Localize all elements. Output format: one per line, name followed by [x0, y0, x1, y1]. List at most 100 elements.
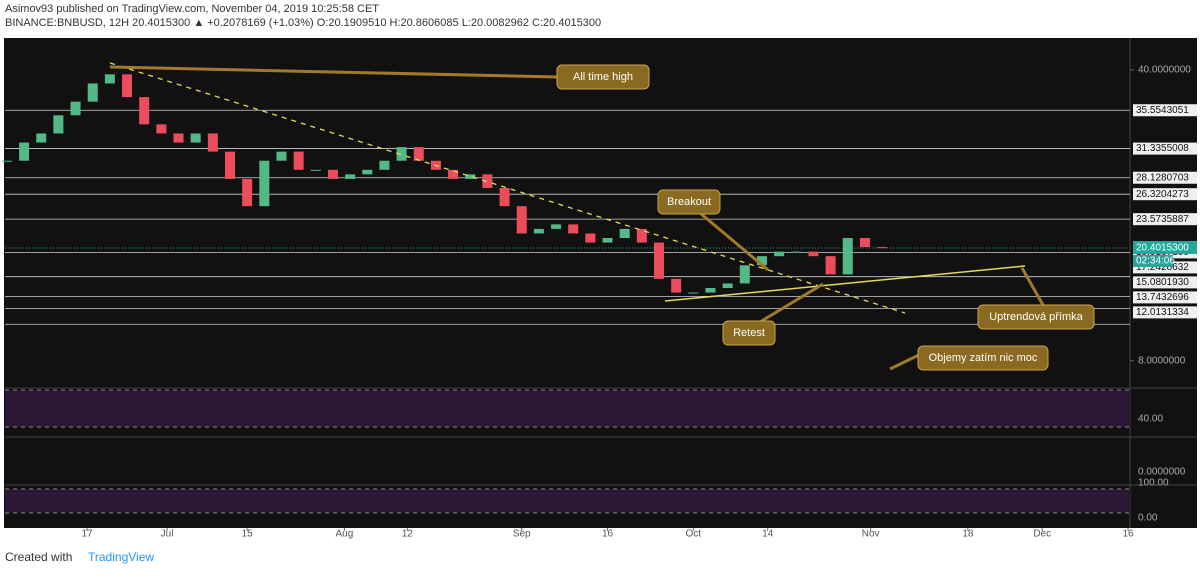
candle — [842, 238, 853, 275]
candle — [551, 224, 562, 229]
candle — [207, 133, 218, 152]
x-tick-label: 12 — [402, 529, 414, 540]
level-label-bg — [1133, 104, 1197, 117]
level-label: 31.3355008 — [1136, 143, 1189, 154]
candle — [568, 224, 579, 234]
level-label: 35.5543051 — [1136, 105, 1189, 116]
candle — [379, 160, 390, 170]
candle — [36, 133, 47, 143]
x-tick-label: Aug — [336, 529, 354, 540]
level-label-bg — [1133, 291, 1197, 304]
uptrend — [664, 265, 1026, 302]
candle — [465, 174, 476, 179]
annotation-box — [556, 64, 650, 90]
candle — [585, 233, 596, 243]
candle — [293, 151, 304, 170]
annotation-box — [657, 189, 721, 215]
x-tick-label: 14 — [762, 529, 774, 540]
x-tick-label: 17 — [81, 529, 93, 540]
candle — [859, 238, 870, 248]
x-tick-label: 18 — [962, 529, 974, 540]
footer-brand[interactable]: TradingView — [88, 550, 154, 564]
annotation-text: Retest — [733, 327, 765, 339]
candle — [156, 124, 167, 134]
x-tick-label: Nov — [862, 529, 880, 540]
candle — [619, 228, 630, 238]
stoch-label: 0.00 — [1138, 513, 1158, 524]
x-tick-label: Jul — [161, 529, 174, 540]
candle — [739, 265, 750, 284]
candle — [19, 142, 30, 161]
annotation-line — [759, 282, 824, 324]
candle — [104, 74, 115, 84]
candle — [671, 278, 682, 293]
publisher: Asimov93 published on TradingView.com, N… — [5, 3, 379, 15]
stoch-label: 100.00 — [1138, 478, 1169, 489]
candle — [276, 151, 287, 161]
downtrend — [109, 62, 906, 314]
candle — [877, 247, 888, 249]
y-tick-label: 40.0000000 — [1138, 64, 1191, 75]
level-label: 26.3204273 — [1136, 189, 1189, 200]
level-label-bg — [1133, 142, 1197, 155]
countdown: 02:34:06 — [1136, 256, 1175, 267]
level-label: 23.5735887 — [1136, 214, 1189, 225]
chart-bg — [4, 38, 1197, 528]
countdown-bg — [1133, 254, 1173, 267]
candle — [310, 169, 321, 171]
candle — [688, 292, 699, 294]
level-label-bg — [1133, 188, 1197, 201]
candle — [225, 151, 235, 179]
candle — [345, 174, 356, 179]
rsi-band — [5, 390, 1130, 427]
level-label-bg — [1133, 276, 1197, 289]
footer-created: Created with — [5, 550, 72, 564]
level-label-bg — [1133, 171, 1197, 184]
candle — [774, 251, 785, 257]
level-label-bg — [1133, 213, 1197, 226]
candle — [139, 97, 150, 125]
macd-label: 0.0000000 — [1138, 467, 1186, 478]
level-label: 15.0801930 — [1136, 277, 1189, 288]
candle — [654, 242, 664, 279]
stoch-band — [5, 489, 1130, 513]
candle — [362, 169, 373, 175]
last-price-label: 20.4015300 — [1136, 243, 1189, 254]
candle — [396, 147, 407, 161]
x-tick-label: Dec — [1033, 529, 1051, 540]
candle — [448, 169, 459, 179]
annotation-text: Breakout — [667, 196, 711, 208]
level-label: 28.1280703 — [1136, 172, 1189, 183]
candle — [413, 147, 424, 161]
candle — [636, 228, 647, 243]
annotation-line — [109, 65, 558, 79]
annotation-line — [1020, 267, 1045, 306]
candle — [705, 288, 716, 293]
candle — [190, 133, 201, 143]
y-tick-label: 8.0000000 — [1138, 355, 1186, 366]
candle — [825, 256, 836, 275]
x-tick-label: Sep — [513, 529, 531, 540]
candle — [482, 174, 493, 188]
annotation-box — [977, 304, 1095, 330]
level-label: 13.7432696 — [1136, 292, 1189, 303]
candle — [242, 178, 253, 207]
candle — [722, 283, 733, 288]
candle — [499, 188, 510, 207]
x-tick-label: 16 — [1122, 529, 1134, 540]
candle — [808, 251, 819, 257]
last-price-bg — [1133, 240, 1197, 254]
candle — [756, 256, 767, 266]
x-tick-label: Oct — [686, 529, 702, 540]
x-tick-label: 16 — [602, 529, 614, 540]
candle — [602, 238, 613, 243]
candle — [327, 169, 338, 179]
rsi-label: 40.00 — [1138, 414, 1163, 425]
candle — [1, 160, 12, 162]
candle — [87, 83, 98, 102]
candle — [173, 133, 184, 143]
level-label: 17.2428632 — [1136, 262, 1189, 273]
candle — [791, 251, 802, 253]
level-label-bg — [1133, 306, 1197, 319]
